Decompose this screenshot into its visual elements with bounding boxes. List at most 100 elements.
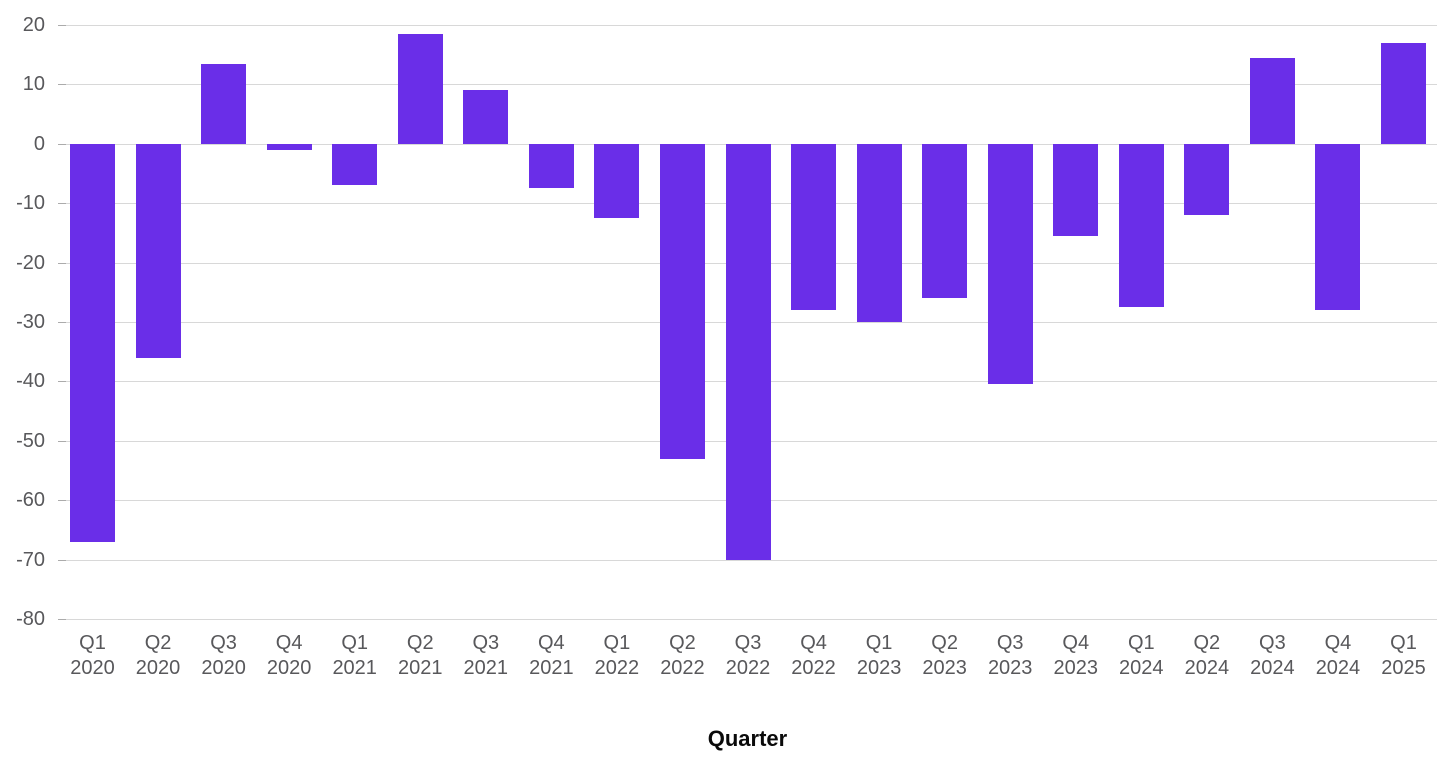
y-axis-tick-label: -70 <box>16 548 45 571</box>
y-axis-tick-mark <box>58 322 66 323</box>
y-axis-tick-label: -10 <box>16 192 45 215</box>
x-axis-tick-label: Q2 2020 <box>118 631 198 681</box>
y-axis-tick-label: -20 <box>16 251 45 274</box>
bar-q4-2020 <box>266 143 312 150</box>
bar-q2-2021 <box>397 33 443 144</box>
x-tick-year: 2024 <box>1119 657 1164 679</box>
x-axis-title: Quarter <box>707 726 788 751</box>
x-tick-year: 2025 <box>1381 657 1426 679</box>
y-axis-tick-mark <box>58 381 66 383</box>
x-tick-quarter: Q2 <box>406 632 434 654</box>
y-axis-tick-mark <box>58 203 66 205</box>
gridline <box>58 619 1437 620</box>
x-axis-tick-label: Q1 2021 <box>315 631 395 681</box>
x-tick-quarter: Q3 <box>472 632 500 654</box>
x-tick-quarter: Q1 <box>341 632 369 654</box>
x-axis-tick-label: Q3 2023 <box>970 631 1050 681</box>
y-axis-tick-label: -60 <box>16 489 45 512</box>
x-axis-tick-label: Q3 2021 <box>446 631 526 681</box>
y-axis-tick-mark <box>58 440 66 442</box>
x-tick-quarter: Q4 <box>1324 632 1352 654</box>
bar-q4-2022 <box>791 143 837 311</box>
y-axis-tick-mark <box>58 143 66 145</box>
x-tick-year: 2024 <box>1315 657 1361 679</box>
x-tick-year: 2024 <box>1250 657 1295 679</box>
y-axis-tick-mark <box>58 84 66 86</box>
x-axis-tick-label: Q3 2020 <box>184 631 264 681</box>
x-axis-tick-label: Q2 2021 <box>380 631 460 681</box>
x-tick-quarter: Q3 <box>996 632 1024 654</box>
x-axis-tick-label: Q4 2022 <box>774 631 854 681</box>
x-tick-year: 2020 <box>135 657 181 679</box>
y-axis-tick-mark <box>58 262 66 264</box>
bar-q3-2022 <box>725 143 771 560</box>
x-tick-quarter: Q3 <box>1259 632 1286 654</box>
x-tick-quarter: Q2 <box>669 632 696 654</box>
bar-q1-2020 <box>70 143 115 542</box>
bar-q4-2021 <box>528 143 574 189</box>
y-axis-tick-label: -50 <box>16 429 45 452</box>
y-axis-tick-label: -30 <box>16 311 45 333</box>
bar-q3-2024 <box>1249 57 1295 144</box>
x-axis-tick-label: Q4 2021 <box>511 631 591 681</box>
gridline <box>58 84 1437 86</box>
x-tick-quarter: Q1 <box>1390 632 1417 654</box>
x-axis-tick-label: Q1 2023 <box>839 631 919 681</box>
gridline <box>58 559 1437 561</box>
x-tick-quarter: Q1 <box>1127 632 1155 654</box>
bar-q4-2024 <box>1315 143 1361 311</box>
bar-q3-2020 <box>201 63 247 144</box>
y-axis-tick-mark <box>58 619 66 620</box>
x-tick-year: 2022 <box>594 657 640 679</box>
x-axis-tick-label: Q4 2020 <box>249 631 329 681</box>
gridline <box>58 25 1437 26</box>
x-axis-tick-label: Q1 2025 <box>1364 631 1444 681</box>
bar-q1-2023 <box>856 143 902 322</box>
x-tick-quarter: Q4 <box>275 632 303 654</box>
y-axis-tick-label: -40 <box>16 370 45 393</box>
x-axis-tick-label: Q2 2024 <box>1167 631 1247 681</box>
x-tick-year: 2020 <box>201 657 246 679</box>
x-tick-year: 2022 <box>725 657 771 679</box>
y-axis-tick-label: -80 <box>16 608 45 630</box>
x-tick-year: 2024 <box>1184 657 1230 679</box>
y-axis-tick-mark <box>58 500 66 502</box>
x-axis-tick-label: Q4 2023 <box>1036 631 1116 681</box>
bar-q2-2020 <box>135 143 181 358</box>
x-axis-tick-label: Q4 2024 <box>1298 631 1378 681</box>
x-tick-quarter: Q2 <box>931 632 958 654</box>
x-axis-tick-label: Q1 2020 <box>53 631 133 681</box>
x-tick-year: 2021 <box>529 657 574 679</box>
x-tick-year: 2023 <box>1053 657 1099 679</box>
x-tick-quarter: Q2 <box>144 632 172 654</box>
bar-q2-2024 <box>1184 143 1230 216</box>
x-tick-year: 2023 <box>922 657 967 679</box>
bar-q3-2021 <box>463 90 509 144</box>
x-tick-quarter: Q1 <box>865 632 893 654</box>
x-tick-quarter: Q4 <box>1062 632 1090 654</box>
x-tick-quarter: Q3 <box>734 632 762 654</box>
y-axis-tick-label: 10 <box>22 73 45 96</box>
bar-q2-2022 <box>659 143 705 459</box>
x-tick-year: 2022 <box>660 657 705 679</box>
x-axis-tick-label: Q2 2023 <box>905 631 985 681</box>
x-axis-tick-label: Q1 2024 <box>1101 631 1181 681</box>
x-axis-tick-label: Q3 2022 <box>708 631 788 681</box>
bar-q1-2021 <box>332 143 378 186</box>
y-axis-tick-label: 0 <box>33 132 45 155</box>
bar-q1-2025 <box>1381 42 1426 144</box>
x-tick-quarter: Q1 <box>79 632 106 654</box>
x-tick-quarter: Q1 <box>603 632 631 654</box>
bar-q1-2024 <box>1118 143 1164 308</box>
x-tick-year: 2022 <box>791 657 836 679</box>
bar-q4-2023 <box>1053 143 1099 236</box>
x-axis-tick-label: Q2 2022 <box>642 631 722 681</box>
y-axis-tick-label: 20 <box>22 14 45 36</box>
y-axis-tick-mark <box>58 25 66 26</box>
x-tick-quarter: Q3 <box>210 632 237 654</box>
x-tick-year: 2021 <box>398 657 443 679</box>
bar-q3-2023 <box>987 143 1033 385</box>
x-tick-year: 2020 <box>266 657 312 679</box>
